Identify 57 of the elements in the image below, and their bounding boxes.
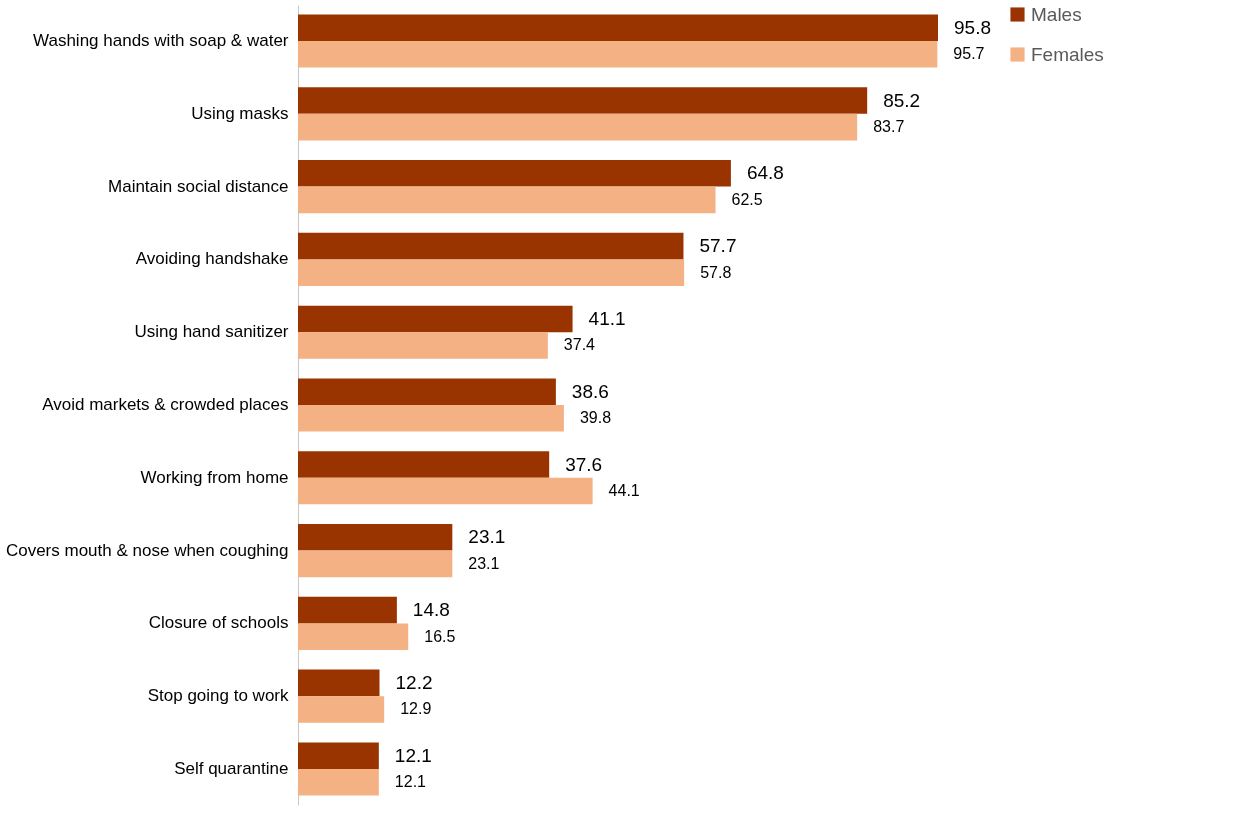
data-label: 83.7 [873, 118, 905, 136]
y-tick-label: Closure of schools [148, 613, 289, 633]
data-label: 62.5 [731, 190, 763, 208]
data-label: 12.2 [395, 671, 433, 693]
bar [298, 332, 548, 359]
bar [298, 550, 453, 578]
data-label: 12.1 [394, 744, 432, 766]
data-label: 23.1 [468, 554, 500, 572]
bar [298, 742, 379, 769]
legend-label: Males [1031, 3, 1082, 25]
y-tick-label: Covers mouth & nose when coughing [5, 540, 289, 560]
data-label: 95.8 [954, 16, 991, 38]
y-tick-label: Stop going to work [147, 686, 289, 706]
y-tick-label: Working from home [140, 467, 289, 487]
data-label: 12.9 [400, 700, 432, 718]
bar [298, 696, 385, 723]
y-tick-label: Washing hands with soap & water [33, 31, 289, 51]
y-tick-label: Maintain social distance [108, 176, 289, 196]
bar [298, 623, 409, 650]
y-tick-label: Avoiding handshake [135, 249, 289, 269]
y-tick-label: Avoid markets & crowded places [42, 395, 289, 414]
data-label: 95.7 [953, 45, 985, 63]
data-label: 16.5 [424, 627, 456, 645]
bar [298, 41, 938, 68]
bar [298, 160, 731, 187]
data-label: 23.1 [468, 526, 506, 548]
bar [298, 14, 938, 42]
data-label: 85.2 [883, 89, 921, 111]
bar [298, 87, 868, 114]
bar [298, 405, 564, 432]
data-label: 12.1 [394, 773, 427, 791]
bar [298, 596, 397, 624]
bar [298, 113, 858, 141]
data-label: 41.1 [588, 307, 626, 329]
data-label: 37.4 [563, 336, 596, 354]
y-tick-label: Self quarantine [174, 758, 289, 778]
bar [298, 477, 593, 505]
legend-label: Females [1031, 43, 1104, 65]
y-tick-label: Using masks [191, 103, 289, 123]
bar [298, 524, 453, 551]
data-label: 14.8 [412, 599, 450, 621]
y-tick-label: Using hand sanitizer [134, 322, 289, 342]
data-label: 44.1 [608, 482, 640, 500]
bar [298, 259, 685, 286]
data-label: 64.8 [746, 162, 784, 184]
bar [298, 305, 573, 333]
bar [298, 232, 684, 260]
data-label: 37.6 [565, 453, 603, 475]
bar [298, 451, 550, 478]
data-label: 57.7 [699, 235, 737, 257]
bar [298, 186, 716, 214]
data-label: 39.8 [579, 409, 612, 427]
data-label: 38.6 [571, 380, 609, 402]
bar [298, 768, 379, 796]
data-label: 57.8 [700, 263, 732, 281]
bar [298, 378, 556, 405]
bar [298, 669, 380, 697]
